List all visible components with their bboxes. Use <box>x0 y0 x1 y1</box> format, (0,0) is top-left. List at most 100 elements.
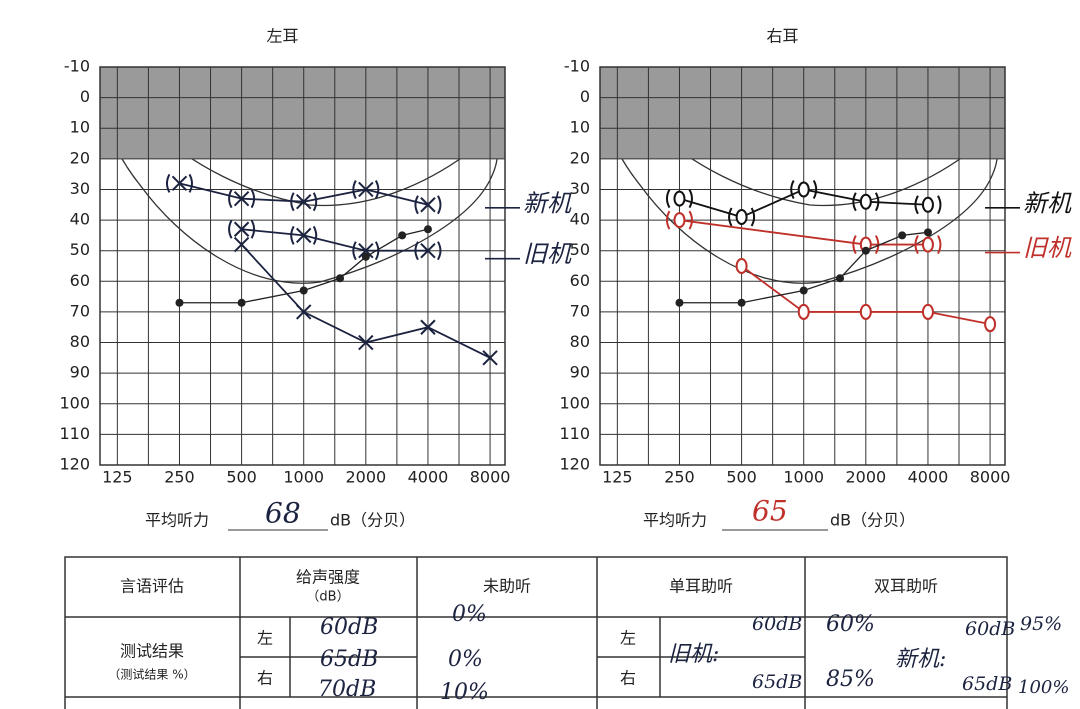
marker-o <box>859 303 872 320</box>
marker-o <box>921 196 934 213</box>
handwritten: 100% <box>1018 677 1069 698</box>
y-tick-label: -10 <box>64 57 90 76</box>
data-point <box>836 274 845 283</box>
handwritten: 新机: <box>895 647 946 672</box>
marker-dot <box>175 298 184 307</box>
data-point <box>296 304 312 320</box>
data-point <box>898 231 907 240</box>
marker-dot <box>299 286 308 295</box>
x-tick-label: 250 <box>164 468 195 487</box>
table-header: 给声强度 <box>296 568 360 587</box>
bracket <box>852 192 880 212</box>
handwritten: 65dB <box>320 647 378 672</box>
y-tick-label: 80 <box>70 332 90 351</box>
bracket <box>414 195 442 215</box>
data-point <box>228 219 256 239</box>
marker-x <box>171 175 188 192</box>
data-point <box>233 236 250 253</box>
data-point <box>423 225 432 234</box>
marker-o <box>735 209 748 226</box>
y-tick-label: 90 <box>70 363 90 382</box>
table-header: 言语评估 <box>120 577 184 596</box>
data-point <box>336 274 345 283</box>
handwritten: 10% <box>440 680 489 705</box>
table-header: 单耳助听 <box>669 577 733 596</box>
marker-dot <box>423 225 432 234</box>
chart-title: 右耳 <box>766 27 798 46</box>
y-tick-label: 100 <box>59 393 90 412</box>
side-label: 右 <box>257 669 273 688</box>
data-point <box>398 231 407 240</box>
data-point <box>921 303 934 320</box>
data-point <box>420 319 436 335</box>
data-point <box>799 286 808 295</box>
handwritten: 85% <box>826 667 875 692</box>
data-point <box>175 298 184 307</box>
handwritten: 0% <box>448 647 483 672</box>
marker-o <box>921 236 934 253</box>
data-point <box>790 179 818 199</box>
table-header: （dB） <box>306 590 349 605</box>
legend-label: 旧机 <box>523 240 572 268</box>
y-tick-label: -10 <box>564 57 590 76</box>
bracket <box>290 225 318 245</box>
marker-x <box>233 190 250 207</box>
side-label: 右 <box>620 669 636 688</box>
y-tick-label: 110 <box>559 424 590 443</box>
y-tick-label: 90 <box>570 363 590 382</box>
marker-x <box>358 334 374 351</box>
marker-x <box>420 197 436 213</box>
data-point <box>984 316 997 333</box>
bracket <box>728 207 756 227</box>
marker-dot <box>737 298 746 307</box>
marker-dot <box>799 286 808 295</box>
x-tick-label: 250 <box>664 468 695 487</box>
marker-dot <box>398 231 407 240</box>
plot-border <box>99 66 506 466</box>
data-point <box>923 228 932 237</box>
marker-dot <box>923 228 932 237</box>
bracket <box>914 235 942 255</box>
y-tick-label: 110 <box>59 424 90 443</box>
table <box>64 556 1008 709</box>
marker-dot <box>675 298 684 307</box>
marker-x <box>358 181 374 198</box>
y-tick-label: 60 <box>70 271 90 290</box>
data-point <box>352 241 380 261</box>
handwritten: 0% <box>452 602 487 627</box>
handwritten: 60dB <box>965 618 1015 640</box>
y-tick-label: 70 <box>70 301 90 320</box>
data-point <box>665 189 693 209</box>
marker-o <box>797 181 810 198</box>
bracket <box>665 189 693 209</box>
data-point <box>859 303 872 320</box>
data-point <box>852 192 880 212</box>
marker-x <box>420 319 436 335</box>
data-point <box>290 192 318 212</box>
average-value: 68 <box>265 497 301 530</box>
x-tick-label: 4000 <box>908 468 949 487</box>
audiogram: 左耳 -10 0 10 20 30 40 50 60 70 80 90 100 110 120 125 250 5… <box>59 27 572 487</box>
average-label: 平均听力 <box>643 511 707 530</box>
handwritten: 60dB <box>752 613 802 635</box>
x-tick-label: 4000 <box>408 468 449 487</box>
bracket <box>352 241 380 261</box>
bracket <box>228 219 256 239</box>
marker-dot <box>336 274 345 283</box>
data-point <box>797 303 810 320</box>
data-point <box>352 179 380 199</box>
handwritten: 95% <box>1020 613 1062 635</box>
x-tick-label: 2000 <box>845 468 886 487</box>
data-point <box>728 207 756 227</box>
data-point <box>675 298 684 307</box>
chart-title: 左耳 <box>266 27 298 46</box>
marker-x <box>296 227 312 244</box>
handwritten: 60% <box>826 612 875 637</box>
handwritten: 65dB <box>962 673 1012 695</box>
marker-dot <box>361 252 370 261</box>
y-tick-label: 50 <box>570 240 590 259</box>
average-value: 65 <box>752 495 788 528</box>
data-point <box>237 298 246 307</box>
y-tick-label: 30 <box>570 179 590 198</box>
